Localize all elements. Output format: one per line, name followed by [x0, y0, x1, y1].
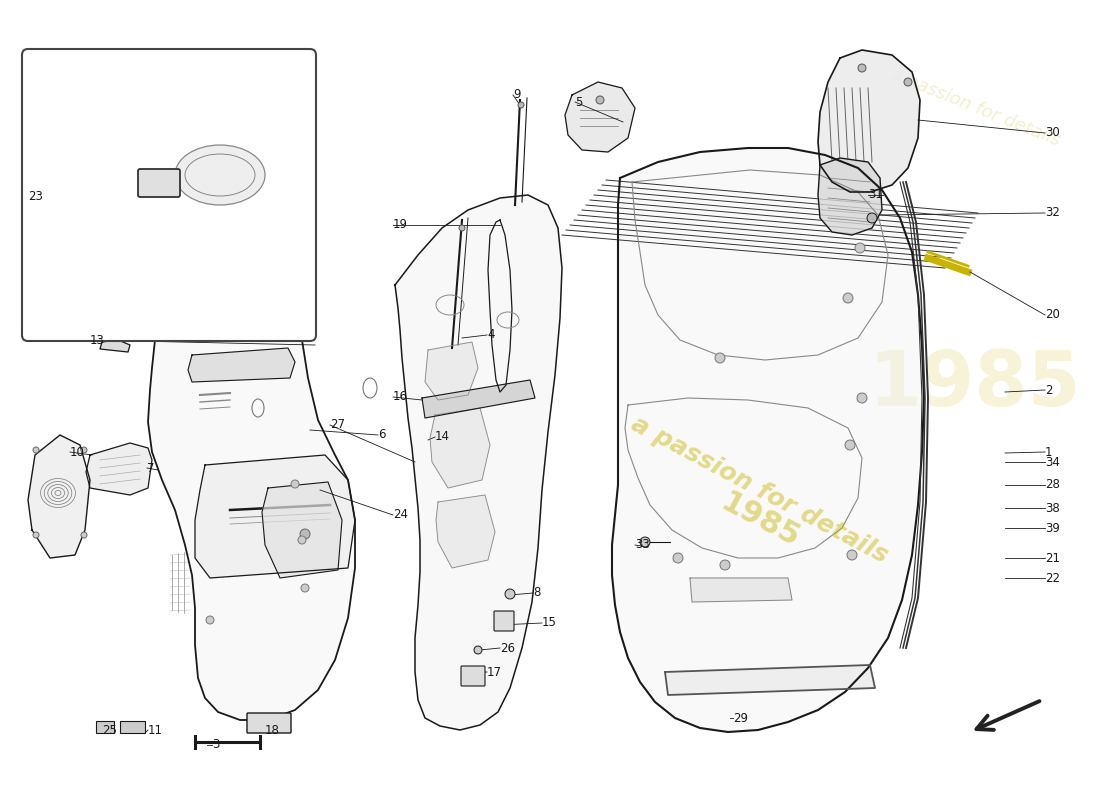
Circle shape: [300, 529, 310, 539]
Text: 7: 7: [147, 462, 154, 474]
Circle shape: [301, 584, 309, 592]
Text: 17: 17: [487, 666, 502, 678]
Polygon shape: [86, 443, 152, 495]
Polygon shape: [235, 68, 298, 135]
Polygon shape: [565, 82, 635, 152]
Text: 25: 25: [102, 723, 117, 737]
Text: 29: 29: [733, 711, 748, 725]
Text: 14: 14: [434, 430, 450, 443]
Text: 20: 20: [1045, 309, 1060, 322]
Circle shape: [904, 78, 912, 86]
Text: 24: 24: [393, 509, 408, 522]
Text: 30: 30: [1045, 126, 1059, 139]
Text: 3: 3: [212, 738, 219, 751]
Text: 16: 16: [393, 390, 408, 403]
Text: 8: 8: [534, 586, 540, 599]
Circle shape: [81, 447, 87, 453]
Circle shape: [867, 213, 877, 223]
Text: 23: 23: [28, 190, 43, 203]
Text: 18: 18: [265, 723, 279, 737]
FancyBboxPatch shape: [22, 49, 316, 341]
Text: 13: 13: [90, 334, 104, 346]
Polygon shape: [666, 665, 874, 695]
Circle shape: [206, 616, 214, 624]
Circle shape: [673, 553, 683, 563]
Circle shape: [857, 393, 867, 403]
Polygon shape: [436, 495, 495, 568]
Text: 26: 26: [500, 642, 515, 654]
Text: 28: 28: [1045, 478, 1060, 491]
Text: 19: 19: [393, 218, 408, 231]
Circle shape: [518, 102, 524, 108]
Polygon shape: [100, 340, 130, 352]
Text: 38: 38: [1045, 502, 1059, 514]
Bar: [96, 721, 114, 733]
Circle shape: [33, 532, 39, 538]
Text: 1: 1: [1045, 446, 1053, 458]
Polygon shape: [395, 195, 562, 730]
Polygon shape: [690, 578, 792, 602]
Polygon shape: [818, 50, 920, 192]
Polygon shape: [55, 65, 300, 330]
Text: 34: 34: [1045, 455, 1060, 469]
Circle shape: [858, 64, 866, 72]
Circle shape: [474, 646, 482, 654]
Polygon shape: [39, 65, 55, 325]
Polygon shape: [195, 455, 355, 578]
FancyBboxPatch shape: [138, 169, 180, 197]
Text: 22: 22: [1045, 571, 1060, 585]
Polygon shape: [612, 148, 924, 732]
Circle shape: [720, 560, 730, 570]
Polygon shape: [430, 408, 490, 488]
Polygon shape: [425, 342, 478, 400]
Text: 39: 39: [1045, 522, 1060, 534]
Circle shape: [298, 536, 306, 544]
Circle shape: [715, 353, 725, 363]
Text: 4: 4: [487, 329, 495, 342]
Circle shape: [640, 537, 650, 547]
Text: 21: 21: [1045, 551, 1060, 565]
Circle shape: [855, 243, 865, 253]
Circle shape: [33, 447, 39, 453]
Text: 9: 9: [513, 89, 520, 102]
Circle shape: [292, 480, 299, 488]
Polygon shape: [262, 482, 342, 578]
Ellipse shape: [175, 145, 265, 205]
Text: 11: 11: [148, 723, 163, 737]
Text: a passion for details: a passion for details: [888, 66, 1063, 150]
Circle shape: [505, 589, 515, 599]
Text: a passion for details: a passion for details: [627, 412, 892, 568]
Text: 10: 10: [70, 446, 85, 458]
Circle shape: [459, 225, 465, 231]
Circle shape: [843, 293, 852, 303]
Text: 33: 33: [635, 538, 650, 551]
Circle shape: [847, 550, 857, 560]
Polygon shape: [188, 348, 295, 382]
Circle shape: [845, 440, 855, 450]
Text: 27: 27: [330, 418, 345, 431]
Text: 15: 15: [542, 617, 557, 630]
Text: 31: 31: [868, 189, 883, 202]
Text: 32: 32: [1045, 206, 1060, 219]
FancyBboxPatch shape: [494, 611, 514, 631]
Circle shape: [596, 96, 604, 104]
Polygon shape: [818, 158, 882, 235]
Circle shape: [81, 532, 87, 538]
Bar: [120, 721, 145, 733]
Polygon shape: [148, 308, 355, 720]
FancyBboxPatch shape: [461, 666, 485, 686]
Polygon shape: [422, 380, 535, 418]
Text: 5: 5: [575, 95, 582, 109]
Text: 6: 6: [378, 429, 385, 442]
Polygon shape: [28, 435, 90, 558]
Text: 1985: 1985: [716, 487, 804, 553]
FancyBboxPatch shape: [248, 713, 292, 733]
Text: 1985: 1985: [869, 348, 1081, 422]
Text: 2: 2: [1045, 383, 1053, 397]
